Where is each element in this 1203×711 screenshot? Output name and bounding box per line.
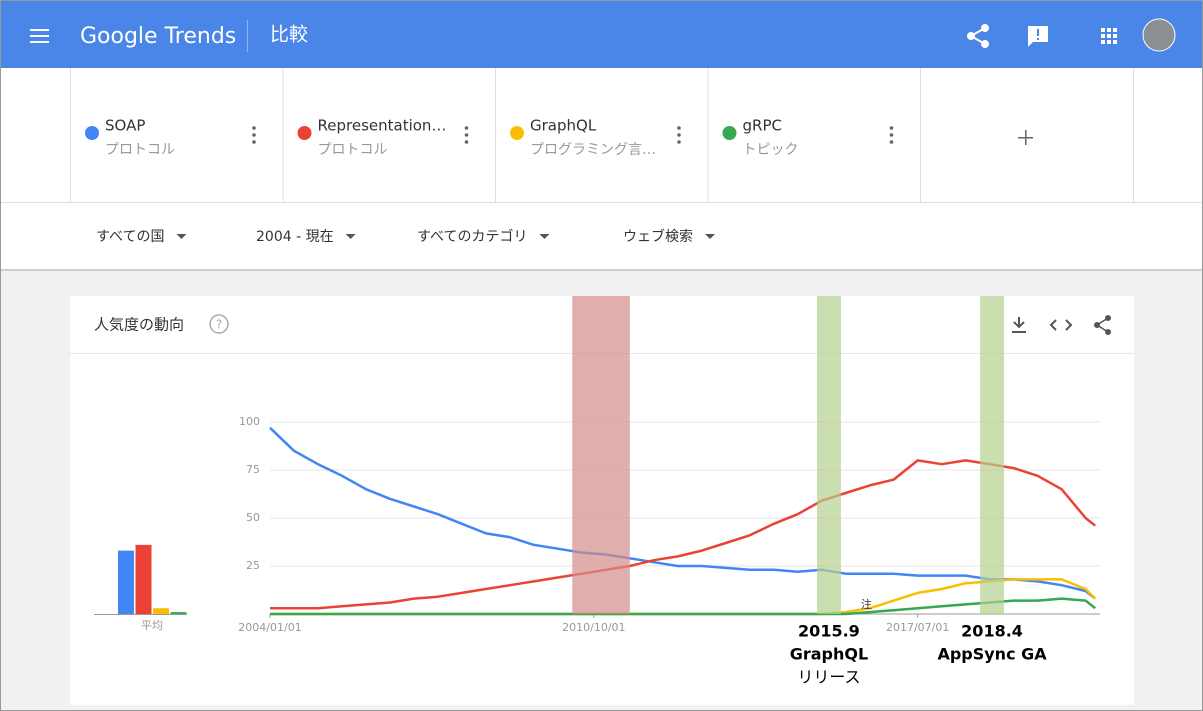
x-tick-label: 2017/07/01: [886, 621, 949, 634]
y-tick-label: 25: [246, 559, 260, 572]
highlight-band: [816, 296, 841, 614]
avatar[interactable]: [1142, 18, 1176, 52]
share-chart-icon[interactable]: [1094, 315, 1111, 335]
term-name[interactable]: Representation…: [318, 117, 447, 135]
term-type: トピック: [743, 142, 799, 158]
average-bar: [118, 550, 134, 614]
term-dot: [722, 126, 737, 140]
card-title: 人気度の動向: [94, 316, 184, 334]
y-tick-label: 100: [239, 415, 260, 428]
highlight-band: [572, 296, 630, 614]
term-dot: [85, 126, 99, 140]
trend-line: [270, 459, 1096, 610]
filter[interactable]: 2004 - 現在: [256, 229, 334, 245]
average-bar: [170, 612, 187, 614]
filter[interactable]: ウェブ検索: [623, 228, 693, 245]
term-type: プログラミング言…: [530, 142, 656, 158]
term-divider: [920, 68, 921, 202]
more-icon: [464, 140, 469, 144]
term-divider: [282, 68, 284, 202]
trend-line: [269, 426, 1096, 600]
term-divider: [707, 68, 709, 202]
x-tick-label: 2010/10/01: [562, 621, 625, 634]
average-bar: [135, 544, 152, 614]
y-tick-label: 50: [246, 511, 260, 524]
average-label: 平均: [141, 619, 163, 632]
term-type: プロトコル: [318, 142, 388, 158]
more-icon: [252, 126, 256, 130]
feedback-icon[interactable]: [1028, 26, 1048, 47]
band-annotation: GraphQL: [790, 645, 868, 664]
svg-text:?: ?: [216, 318, 222, 332]
band-annotation: 2015.9: [798, 622, 860, 641]
more-icon: [252, 133, 256, 137]
term-dot: [510, 126, 524, 140]
chart: 25 50 75 100 2004/01/01 2010/10/01 2017/07/01 注…: [118, 296, 1100, 687]
term-name[interactable]: gRPC: [743, 117, 782, 135]
search-panel: [0, 68, 1203, 270]
filter[interactable]: すべてのカテゴリ: [417, 228, 527, 245]
share-icon[interactable]: [967, 24, 989, 48]
more-icon: [889, 126, 894, 130]
more-icon: [889, 133, 894, 137]
download-icon[interactable]: [1012, 317, 1026, 333]
term-divider: [495, 68, 496, 202]
terms: SOAP プロトコル Representation… プロトコル GraphQL プログラ…: [70, 68, 1134, 202]
more-icon: [677, 140, 681, 144]
more-icon: [677, 133, 681, 137]
note: 注: [861, 597, 872, 611]
more-icon: [677, 126, 681, 130]
apps-icon[interactable]: [1101, 28, 1117, 44]
divider: [247, 20, 248, 52]
term-divider: [70, 68, 71, 202]
more-icon: [464, 126, 469, 130]
dropdown-arrow: [539, 234, 550, 239]
filter[interactable]: すべての国: [96, 229, 164, 245]
trend-line: [270, 597, 1096, 616]
avg-axis: [94, 614, 187, 615]
more-icon: [252, 140, 256, 144]
help-icon[interactable]: ?: [209, 314, 229, 334]
divider: [0, 269, 1203, 271]
embed-icon[interactable]: [1049, 319, 1073, 331]
band-annotation: AppSync GA: [937, 645, 1047, 664]
divider: [0, 202, 1203, 203]
x-tick-label: 2004/01/01: [238, 621, 301, 634]
term-name[interactable]: SOAP: [105, 117, 145, 135]
dropdown-arrow: [176, 234, 187, 239]
filters: すべての国 2004 - 現在 すべてのカテゴリ ウェブ検索: [96, 228, 715, 245]
page-title: 比較: [270, 24, 308, 46]
term-name[interactable]: GraphQL: [530, 117, 597, 135]
dropdown-arrow: [345, 234, 356, 239]
term-type: プロトコル: [105, 142, 175, 158]
band-annotation: 2018.4: [961, 622, 1023, 641]
logo[interactable]: Google Trends: [80, 24, 236, 49]
app-bar: [0, 0, 1203, 68]
average-bar: [153, 608, 169, 614]
term-dot: [297, 126, 312, 140]
menu-icon[interactable]: [30, 29, 49, 43]
y-tick-label: 75: [246, 463, 260, 476]
band-annotation: リリース: [797, 668, 860, 687]
add-term[interactable]: [1018, 130, 1033, 145]
dropdown-arrow: [705, 234, 715, 239]
more-icon: [464, 133, 469, 137]
highlight-band: [980, 296, 1005, 614]
more-icon: [889, 140, 894, 144]
term-divider: [1133, 68, 1134, 202]
